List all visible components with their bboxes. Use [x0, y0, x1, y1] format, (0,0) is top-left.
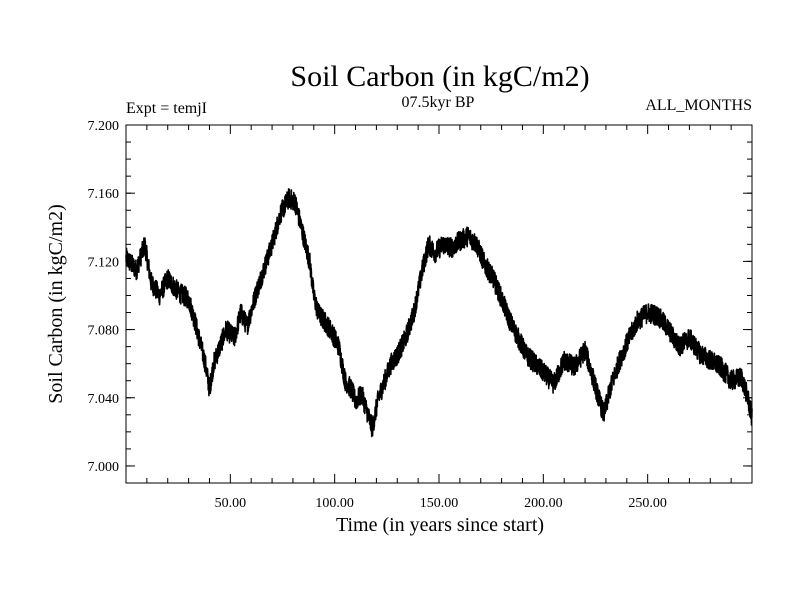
plot-frame: [125, 124, 753, 484]
y-tick-label: 7.040: [88, 392, 120, 407]
x-tick-label: 100.00: [315, 496, 354, 511]
y-tick-label: 7.080: [88, 324, 120, 339]
x-tick-label: 50.00: [215, 496, 247, 511]
months-label: ALL_MONTHS: [645, 97, 752, 114]
x-tick-label: 150.00: [420, 496, 459, 511]
period-label: 07.5kyr BP: [402, 94, 475, 111]
experiment-label: Expt = temjI: [126, 100, 207, 117]
series-line: [125, 188, 753, 438]
y-tick-label: 7.160: [88, 187, 120, 202]
y-axis-label: Soil Carbon (in kgC/m2): [45, 204, 67, 403]
y-tick-label: 7.000: [88, 460, 120, 475]
y-tick-label: 7.200: [88, 119, 120, 134]
x-axis-label: Time (in years since start): [336, 514, 544, 536]
series-layer: [125, 188, 753, 438]
y-tick-label: 7.120: [88, 255, 120, 270]
x-axis-ticks: 50.00 100.00 150.00 200.00 250.00: [146, 125, 732, 511]
x-tick-label: 200.00: [524, 496, 563, 511]
x-tick-label: 250.00: [628, 496, 667, 511]
chart-title: Soil Carbon (in kgC/m2): [290, 60, 589, 93]
